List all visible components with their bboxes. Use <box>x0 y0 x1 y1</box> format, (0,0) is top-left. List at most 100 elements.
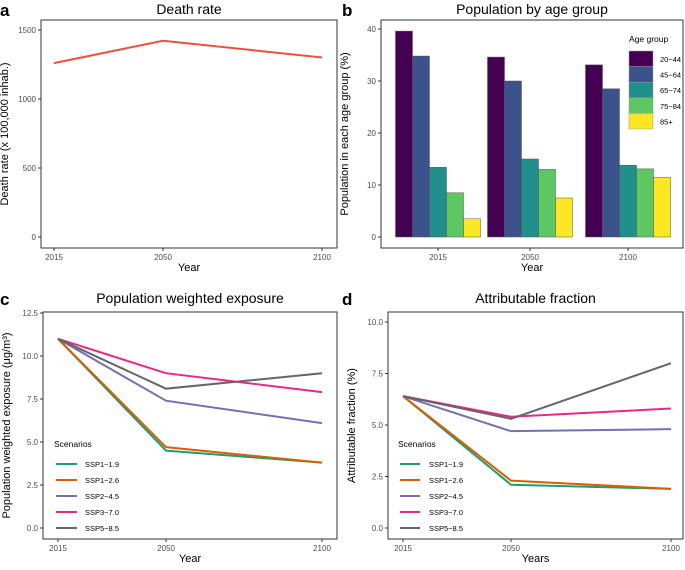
panel-letter: b <box>342 1 352 20</box>
series-line-SSP1−2.6 <box>402 395 672 490</box>
y-tick-label: 0.0 <box>27 524 39 533</box>
y-tick-label: 5.0 <box>27 438 39 447</box>
legend-label: SSP1−1.9 <box>85 460 119 469</box>
y-tick-label: 30 <box>367 77 376 86</box>
legend-label: SSP3−7.0 <box>85 508 119 517</box>
legend-item: 75−84 <box>628 97 681 114</box>
panel-a: a Death rate 0 500 1000 1500 Death rate (x 100… <box>0 1 338 274</box>
y-tick-label: 10.0 <box>367 318 383 327</box>
plot-border <box>380 19 684 249</box>
legend-item: SSP5−8.5 <box>56 524 119 533</box>
legend-label: SSP5−8.5 <box>85 524 119 533</box>
x-tick-label: 2050 <box>154 253 172 262</box>
panel-d: d Attributable fraction 0.0 2.5 5.0 7.5 10.0 At… <box>342 290 684 565</box>
series-line-SSP3−7.0 <box>402 395 672 418</box>
legend-item: SSP5−8.5 <box>400 524 463 533</box>
legend-label: 20−44 <box>660 55 681 64</box>
plot-border <box>40 19 338 249</box>
bar-45−64-2100 <box>602 88 620 238</box>
legend-item: SSP1−2.6 <box>56 476 119 485</box>
x-axis-title: Year <box>521 262 544 274</box>
legend-item: 85+ <box>628 113 673 130</box>
legend-item: SSP3−7.0 <box>400 508 463 517</box>
bar-85+-2015 <box>463 218 481 238</box>
series-line-SSP5−8.5 <box>402 362 672 420</box>
legend-label: 65−74 <box>660 86 681 95</box>
legend-item: SSP1−1.9 <box>56 460 119 469</box>
y-tick-label: 5.0 <box>372 421 384 430</box>
bar-20−44-2015 <box>395 30 413 238</box>
x-tick-label: 2050 <box>521 253 539 262</box>
y-tick-label: 500 <box>23 164 37 173</box>
y-tick-label: 12.5 <box>22 309 38 318</box>
y-tick-label: 2.5 <box>27 481 39 490</box>
panel-letter: a <box>0 1 10 20</box>
x-tick-label: 2100 <box>313 544 331 553</box>
legend-title: Scenarios <box>54 439 92 449</box>
bar-75−84-2100 <box>636 168 654 238</box>
x-tick-label: 2050 <box>157 544 175 553</box>
series-line-SSP1−2.6 <box>57 338 323 464</box>
y-tick-label: 0 <box>32 233 37 242</box>
y-axis-title: Population weighted exposure (μg/m³) <box>1 332 13 518</box>
y-tick-label: 2.5 <box>372 473 384 482</box>
y-tick-label: 7.5 <box>27 395 39 404</box>
legend-title: Age group <box>629 34 668 44</box>
x-tick-label: 2015 <box>394 544 412 553</box>
y-tick-label: 7.5 <box>372 370 384 379</box>
y-tick-label: 20 <box>367 129 376 138</box>
legend-swatch <box>628 66 654 83</box>
x-tick-label: 2015 <box>49 544 67 553</box>
bar-20−44-2100 <box>585 64 603 238</box>
legend-item: 65−74 <box>628 81 681 99</box>
legend-swatch <box>628 50 654 67</box>
legend-label: SSP1−2.6 <box>85 476 119 485</box>
legend-item: SSP2−4.5 <box>400 492 463 501</box>
series-line-SSP2−4.5 <box>57 337 323 425</box>
bar-45−64-2015 <box>412 55 430 238</box>
legend-swatch <box>628 81 654 99</box>
plot-border <box>387 311 684 540</box>
y-tick-label: 10.0 <box>22 352 38 361</box>
panel-b: b Population by age group 0 10 20 30 40 Populat… <box>339 1 684 274</box>
legend-label: SSP1−2.6 <box>429 476 463 485</box>
legend-label: SSP3−7.0 <box>429 508 463 517</box>
legend-item: SSP1−2.6 <box>400 476 463 485</box>
bar-85+-2100 <box>653 176 671 238</box>
y-axis-title: Death rate (x 100,000 inhab.) <box>0 62 11 205</box>
legend-label: 45−64 <box>660 71 681 80</box>
series-line-SSP5−8.5 <box>57 337 323 390</box>
chart-title: Population by age group <box>456 1 608 17</box>
bar-65−74-2015 <box>429 167 447 238</box>
bar-85+-2050 <box>555 197 573 238</box>
legend-label: SSP1−1.9 <box>429 460 463 469</box>
panel-c: c Population weighted exposure 0.0 2.5 5.0 7.… <box>0 290 338 565</box>
legend-item: SSP1−1.9 <box>400 460 463 469</box>
chart-title: Population weighted exposure <box>96 290 284 306</box>
y-tick-label: 1000 <box>18 95 36 104</box>
chart-title: Attributable fraction <box>475 290 596 306</box>
bar-20−44-2050 <box>487 56 505 238</box>
legend-item: SSP2−4.5 <box>56 492 119 501</box>
y-axis-title: Attributable fraction (%) <box>346 368 358 483</box>
plot-border <box>42 311 338 540</box>
legend-label: SSP2−4.5 <box>429 492 463 501</box>
x-axis-title: Year <box>178 262 201 274</box>
y-tick-label: 0 <box>372 233 377 242</box>
bar-75−84-2015 <box>446 192 464 238</box>
legend-swatch <box>628 113 654 130</box>
legend-item: SSP3−7.0 <box>56 508 119 517</box>
y-tick-label: 1500 <box>18 26 36 35</box>
y-axis-title: Population in each age group (%) <box>339 52 351 215</box>
bar-45−64-2050 <box>504 80 522 238</box>
panel-letter: c <box>0 290 9 309</box>
legend-label: 75−84 <box>660 102 681 111</box>
x-tick-label: 2015 <box>45 253 63 262</box>
series-line-SSP1−1.9 <box>402 395 672 490</box>
legend-item: 45−64 <box>628 66 681 83</box>
legend-item: 20−44 <box>628 50 681 67</box>
series-line-SSP2−4.5 <box>402 395 672 433</box>
x-tick-label: 2100 <box>619 253 637 262</box>
chart-title: Death rate <box>156 1 222 17</box>
